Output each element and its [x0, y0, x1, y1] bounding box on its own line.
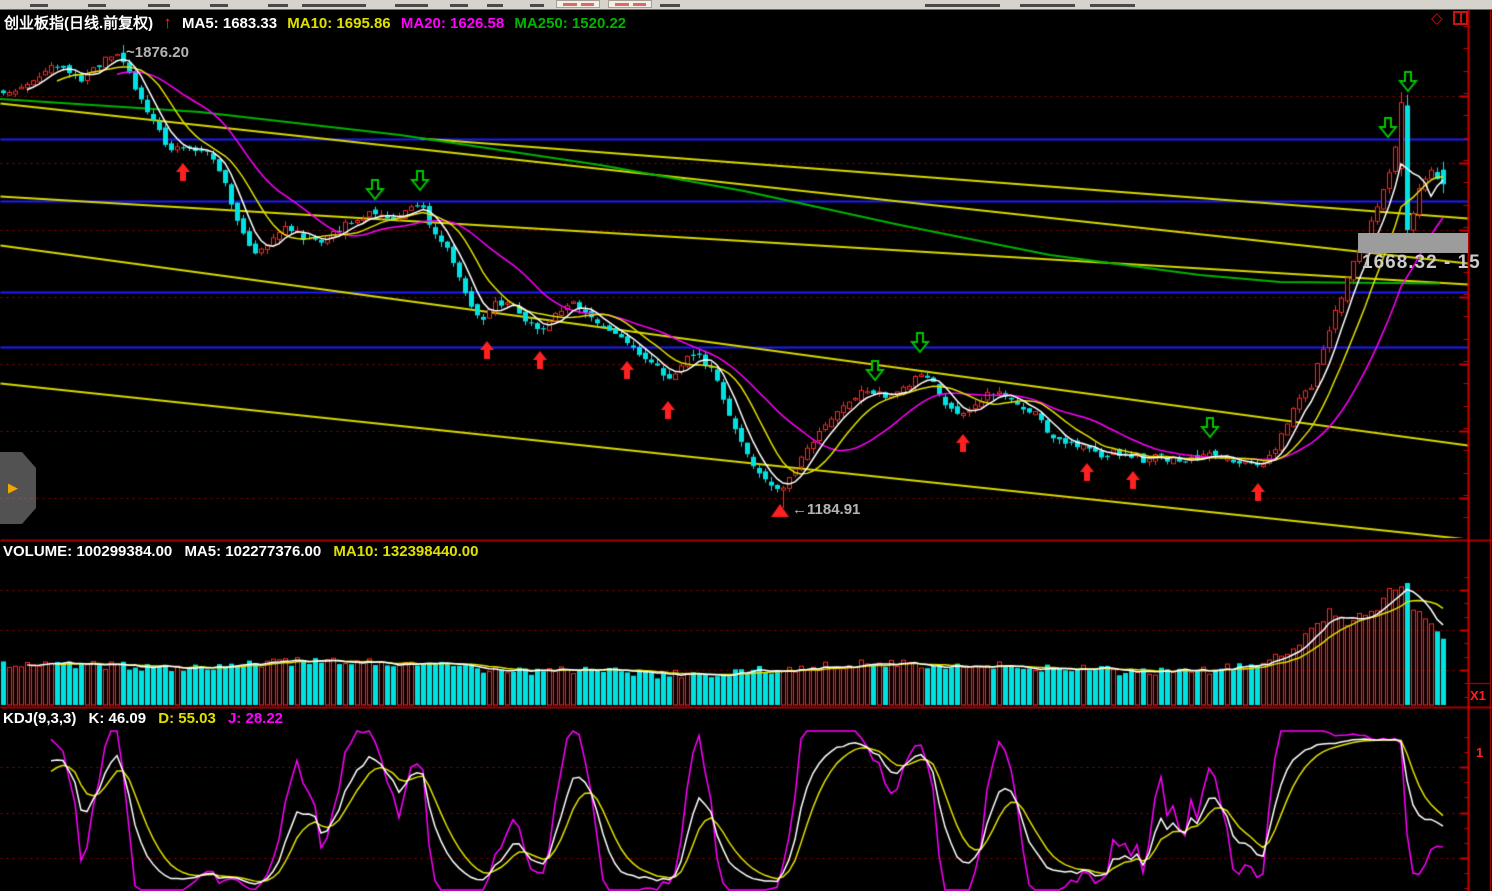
menubar-button[interactable] [608, 0, 652, 8]
expand-arrow-icon: ▶ [8, 480, 18, 495]
kdj-label: KDJ(9,3,3) [3, 710, 77, 727]
zoom-factor-label: X1 [1470, 688, 1486, 703]
kdj-k-value: K: 46.09 [88, 710, 147, 727]
symbol-title: 创业板指(日线.前复权) [4, 15, 154, 32]
price-tooltip-text: 1668.32 - 15 [1362, 252, 1481, 273]
main-chart-header: 创业板指(日线.前复权) ↑ MA5: 1683.33 MA10: 1695.8… [4, 12, 632, 33]
low-annotation: ←1184.91 [792, 501, 861, 518]
kdj-j-value: J: 28.22 [227, 710, 284, 727]
volume-ma5-value: MA5: 102277376.00 [184, 543, 322, 560]
ma250-value: MA250: 1520.22 [514, 15, 627, 32]
menubar-button[interactable] [556, 0, 600, 8]
ma10-value: MA10: 1695.86 [287, 15, 391, 32]
window-split-icon[interactable] [1453, 11, 1468, 25]
kdj-axis-label: 1 [1476, 745, 1484, 760]
side-panel-expand-handle[interactable]: ▶ [0, 452, 36, 524]
diamond-icon[interactable]: ◇ [1431, 10, 1443, 27]
ma20-value: MA20: 1626.58 [400, 15, 505, 32]
price-tooltip-box [1358, 233, 1468, 253]
high-annotation: ~1876.20 [126, 44, 189, 61]
volume-header: VOLUME: 100299384.00 MA5: 102277376.00 M… [3, 543, 486, 560]
trend-up-arrow-icon: ↑ [163, 13, 172, 32]
volume-value: VOLUME: 100299384.00 [3, 543, 173, 560]
ma5-value: MA5: 1683.33 [182, 15, 278, 32]
menubar [0, 0, 1492, 10]
kdj-header: KDJ(9,3,3) K: 46.09 D: 55.03 J: 28.22 [3, 710, 291, 727]
kdj-d-value: D: 55.03 [158, 710, 216, 727]
volume-ma10-value: MA10: 132398440.00 [333, 543, 479, 560]
